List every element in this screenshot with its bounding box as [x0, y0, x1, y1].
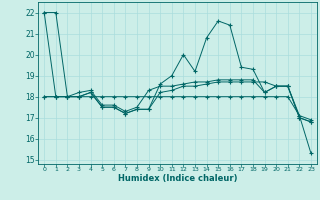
- X-axis label: Humidex (Indice chaleur): Humidex (Indice chaleur): [118, 174, 237, 183]
